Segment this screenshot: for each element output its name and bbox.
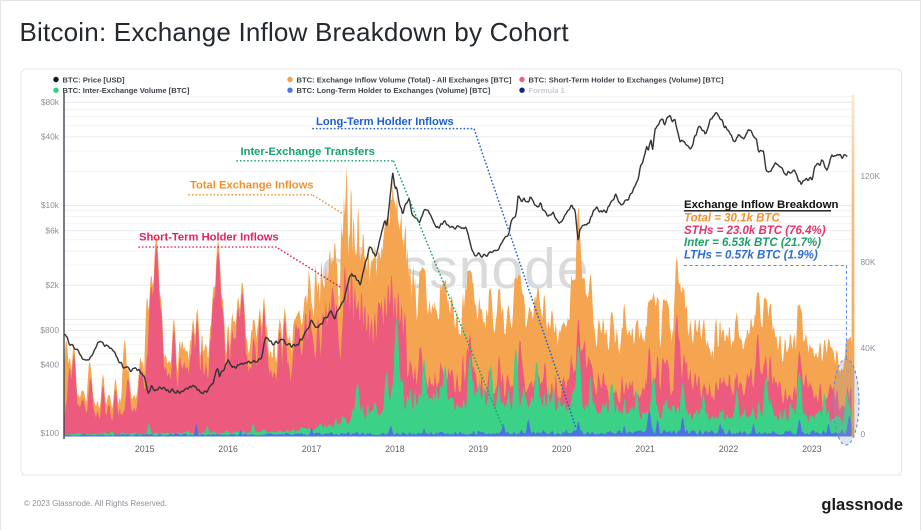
svg-text:Exchange Inflow Breakdown: Exchange Inflow Breakdown — [684, 199, 838, 211]
svg-text:0: 0 — [861, 429, 866, 439]
svg-text:2020: 2020 — [552, 444, 572, 454]
svg-text:glassnode: glassnode — [821, 496, 903, 514]
svg-text:2015: 2015 — [135, 444, 155, 454]
svg-text:2017: 2017 — [302, 444, 322, 454]
svg-text:2021: 2021 — [635, 444, 655, 454]
svg-text:BTC: Long-Term Holder to Excha: BTC: Long-Term Holder to Exchanges (Volu… — [297, 86, 491, 95]
svg-text:2022: 2022 — [719, 444, 739, 454]
svg-text:Total = 30.1k BTC: Total = 30.1k BTC — [684, 213, 780, 225]
svg-text:$80k: $80k — [41, 97, 60, 107]
svg-text:40K: 40K — [861, 343, 876, 353]
svg-text:Long-Term Holder Inflows: Long-Term Holder Inflows — [316, 116, 454, 128]
svg-text:2023: 2023 — [802, 444, 822, 454]
svg-text:STHs = 23.0k BTC (76.4%): STHs = 23.0k BTC (76.4%) — [684, 225, 826, 237]
svg-text:BTC: Inter-Exchange Volume [BT: BTC: Inter-Exchange Volume [BTC] — [63, 86, 190, 95]
svg-text:$40k: $40k — [41, 132, 60, 142]
svg-text:Bitcoin: Exchange Inflow Break: Bitcoin: Exchange Inflow Breakdown by Co… — [20, 17, 570, 47]
svg-text:BTC: Exchange Inflow Volume (T: BTC: Exchange Inflow Volume (Total) - Al… — [297, 75, 512, 84]
svg-text:2016: 2016 — [218, 444, 238, 454]
svg-text:120K: 120K — [861, 171, 881, 181]
svg-text:2018: 2018 — [385, 444, 405, 454]
svg-text:$800: $800 — [40, 325, 59, 335]
svg-text:LTHs = 0.57k BTC (1.9%): LTHs = 0.57k BTC (1.9%) — [684, 250, 818, 262]
svg-text:Inter = 6.53k BTC (21.7%): Inter = 6.53k BTC (21.7%) — [684, 237, 821, 249]
svg-text:$100: $100 — [40, 428, 59, 438]
svg-text:Inter-Exchange Transfers: Inter-Exchange Transfers — [241, 146, 375, 158]
svg-text:$400: $400 — [40, 360, 59, 370]
svg-text:BTC: Price [USD]: BTC: Price [USD] — [63, 75, 125, 84]
svg-text:2019: 2019 — [469, 444, 489, 454]
svg-text:$2k: $2k — [45, 280, 59, 290]
svg-text:$6k: $6k — [45, 225, 59, 235]
svg-text:Total Exchange Inflows: Total Exchange Inflows — [190, 180, 314, 192]
svg-text:© 2023 Glassnode. All Rights R: © 2023 Glassnode. All Rights Reserved. — [24, 499, 167, 508]
svg-text:80K: 80K — [861, 257, 876, 267]
svg-text:Short-Term Holder Inflows: Short-Term Holder Inflows — [139, 232, 279, 244]
svg-text:Formula 1: Formula 1 — [529, 86, 566, 95]
svg-text:BTC: Short-Term Holder to Exch: BTC: Short-Term Holder to Exchanges (Vol… — [529, 75, 725, 84]
svg-text:$10k: $10k — [41, 200, 60, 210]
